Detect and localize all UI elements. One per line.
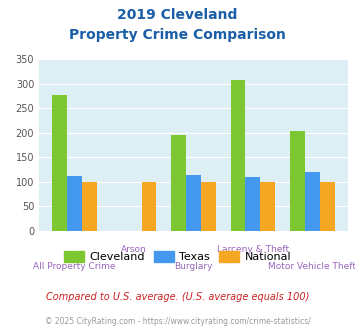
Text: All Property Crime: All Property Crime: [33, 262, 116, 271]
Bar: [231, 81, 245, 231]
Text: © 2025 CityRating.com - https://www.cityrating.com/crime-statistics/: © 2025 CityRating.com - https://www.city…: [45, 317, 310, 326]
Legend: Cleveland, Texas, National: Cleveland, Texas, National: [59, 247, 296, 267]
Bar: [260, 182, 275, 231]
Bar: [245, 177, 260, 231]
Bar: [290, 131, 305, 231]
Bar: [320, 182, 334, 231]
Text: Burglary: Burglary: [174, 262, 213, 271]
Bar: [53, 95, 67, 231]
Text: Larceny & Theft: Larceny & Theft: [217, 245, 289, 254]
Bar: [67, 176, 82, 231]
Bar: [171, 135, 186, 231]
Bar: [142, 182, 156, 231]
Bar: [186, 175, 201, 231]
Bar: [201, 182, 216, 231]
Text: Compared to U.S. average. (U.S. average equals 100): Compared to U.S. average. (U.S. average …: [46, 292, 309, 302]
Text: Property Crime Comparison: Property Crime Comparison: [69, 28, 286, 42]
Bar: [82, 182, 97, 231]
Text: 2019 Cleveland: 2019 Cleveland: [117, 8, 238, 22]
Bar: [305, 172, 320, 231]
Text: Arson: Arson: [121, 245, 147, 254]
Text: Motor Vehicle Theft: Motor Vehicle Theft: [268, 262, 355, 271]
